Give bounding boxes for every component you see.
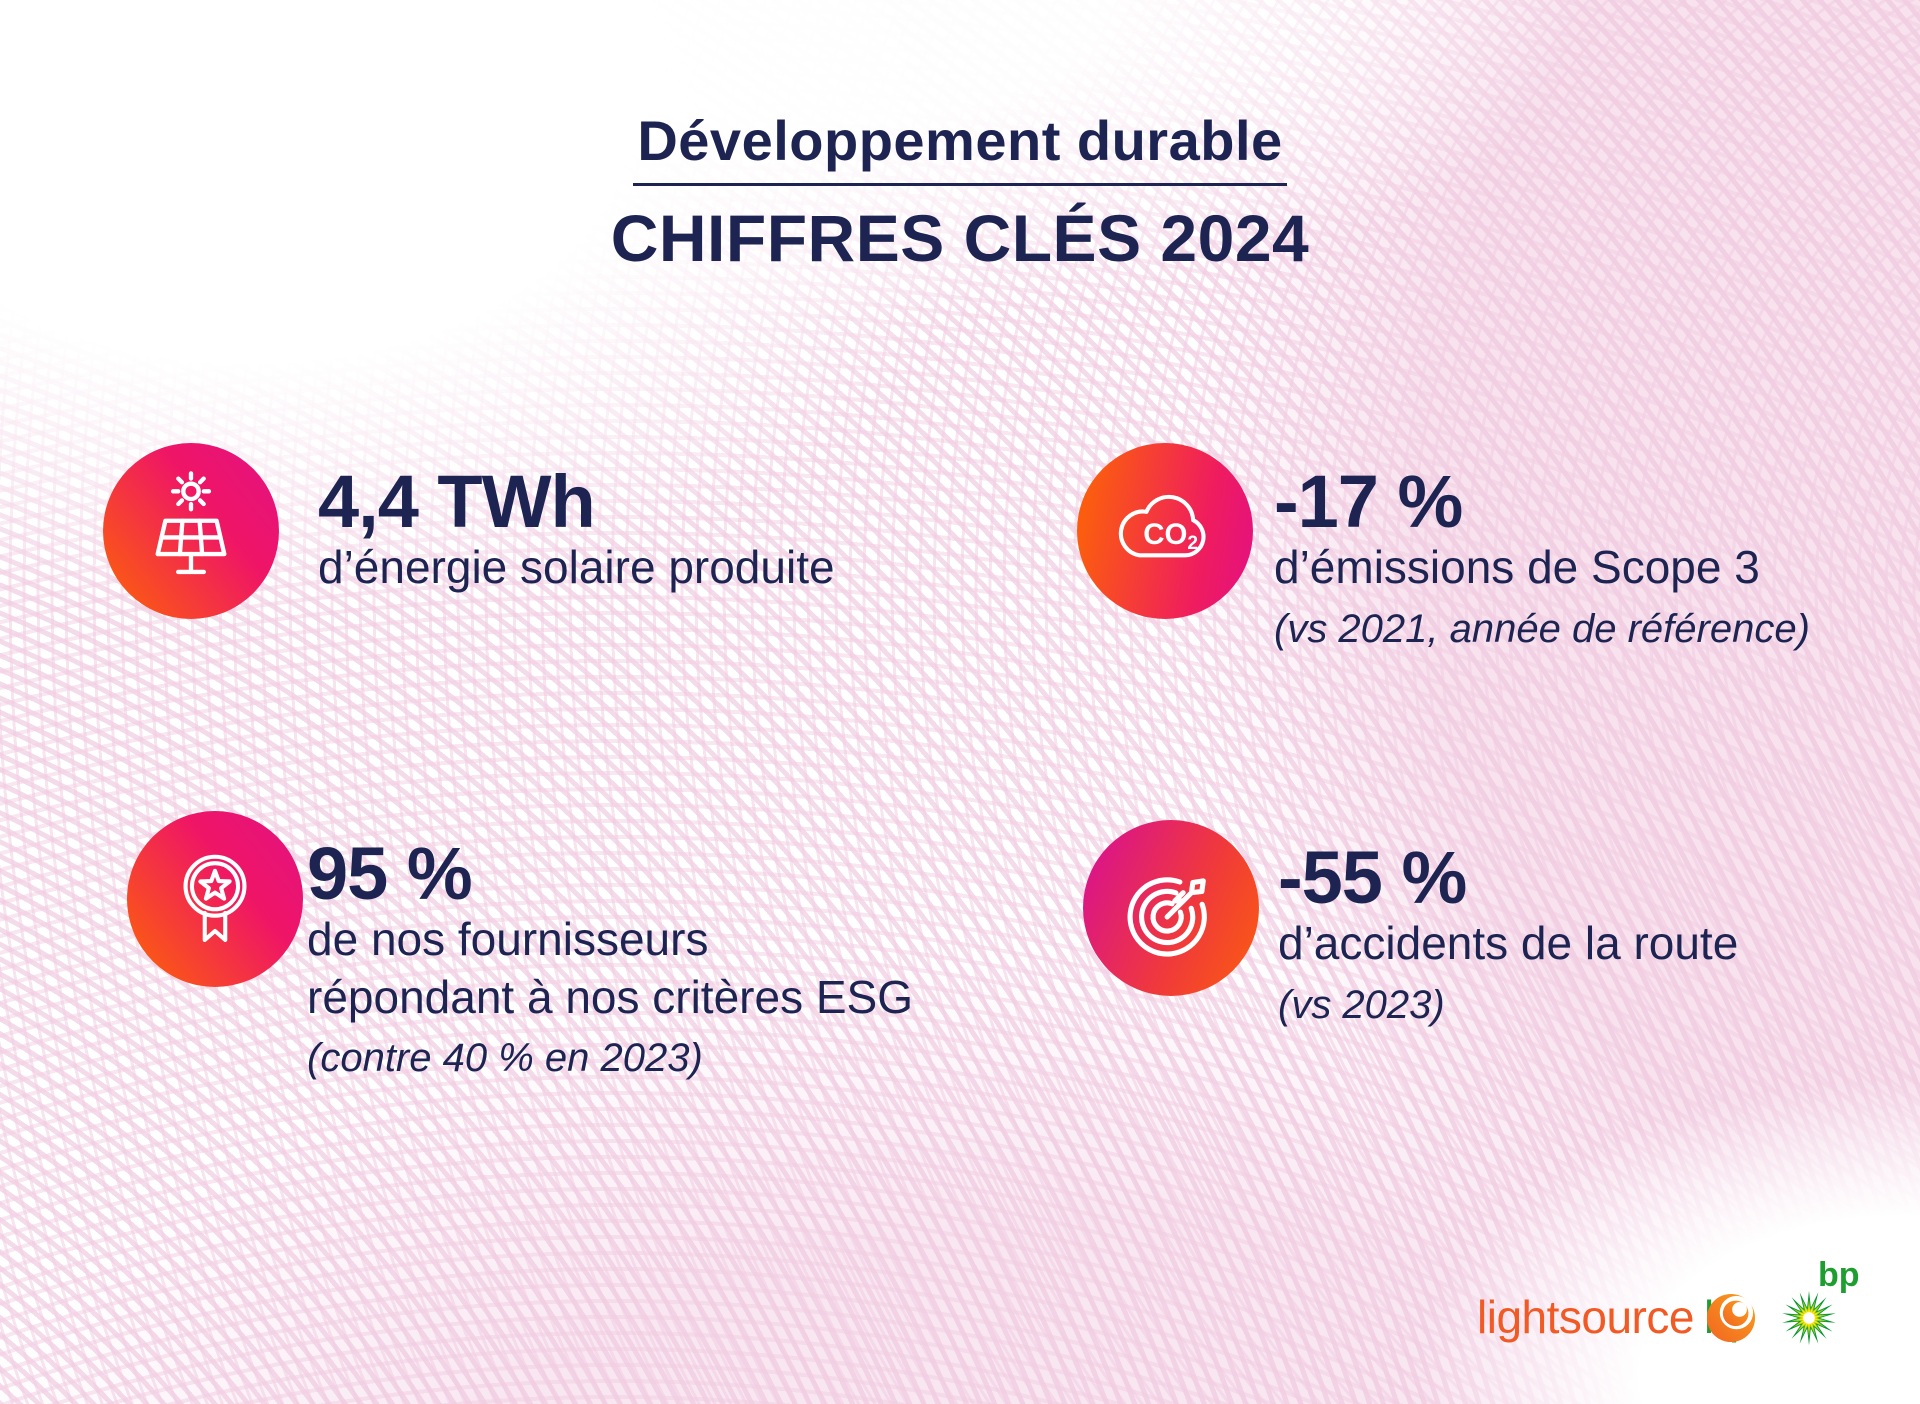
stat-text: -17 % d’émissions de Scope 3 (vs 2021, a… bbox=[1274, 464, 1810, 653]
page-subtitle: Développement durable bbox=[633, 108, 1287, 186]
stat-badge bbox=[127, 811, 303, 987]
stat-label: d’énergie solaire produite bbox=[318, 541, 835, 594]
solar-panel-icon bbox=[155, 471, 227, 575]
target-dart-icon bbox=[1127, 877, 1207, 957]
stat-note: (vs 2023) bbox=[1278, 982, 1445, 1027]
stat-scope3-emissions: CO2 -17 % d’émissions de Scope 3 (vs 202… bbox=[1077, 443, 1837, 703]
stat-note: (contre 40 % en 2023) bbox=[307, 1035, 703, 1080]
stat-text: 4,4 TWh d’énergie solaire produite bbox=[318, 464, 835, 597]
stat-text: -55 % d’accidents de la route (vs 2023) bbox=[1278, 840, 1738, 1029]
stat-note: (vs 2021, année de référence) bbox=[1274, 606, 1810, 651]
stat-value: 4,4 TWh bbox=[318, 460, 596, 543]
header: Développement durable CHIFFRES CLÉS 2024 bbox=[0, 108, 1920, 276]
stat-solar-energy: 4,4 TWh d’énergie solaire produite bbox=[103, 443, 863, 663]
co2-cloud-icon: CO2 bbox=[1118, 494, 1206, 558]
stat-badge bbox=[103, 443, 279, 619]
stat-label: d’accidents de la route bbox=[1278, 917, 1739, 970]
lightsource-text: lightsource bbox=[1477, 1291, 1694, 1343]
bp-logo-label: bp bbox=[1818, 1256, 1860, 1294]
stat-label: de nos fournisseurs bbox=[307, 913, 709, 966]
stat-label: répondant à nos critères ESG bbox=[307, 970, 913, 1023]
stat-value: -17 % bbox=[1274, 460, 1463, 543]
stat-label: d’émissions de Scope 3 bbox=[1274, 541, 1760, 594]
lightsource-swirl-icon bbox=[1706, 1293, 1756, 1343]
award-medal-icon bbox=[183, 854, 247, 943]
stat-badge bbox=[1083, 820, 1259, 996]
page-title: CHIFFRES CLÉS 2024 bbox=[610, 201, 1310, 275]
stat-text: 95 % de nos fournisseurs répondant à nos… bbox=[307, 836, 913, 1082]
stat-suppliers-esg: 95 % de nos fournisseurs répondant à nos… bbox=[127, 811, 947, 1111]
stat-value: -55 % bbox=[1278, 836, 1467, 919]
svg-text:CO2: CO2 bbox=[1143, 518, 1198, 554]
stat-road-accidents: -55 % d’accidents de la route (vs 2023) bbox=[1083, 820, 1843, 1080]
stat-value: 95 % bbox=[307, 832, 473, 915]
bp-helios-icon bbox=[1782, 1290, 1836, 1346]
stat-badge: CO2 bbox=[1077, 443, 1253, 619]
